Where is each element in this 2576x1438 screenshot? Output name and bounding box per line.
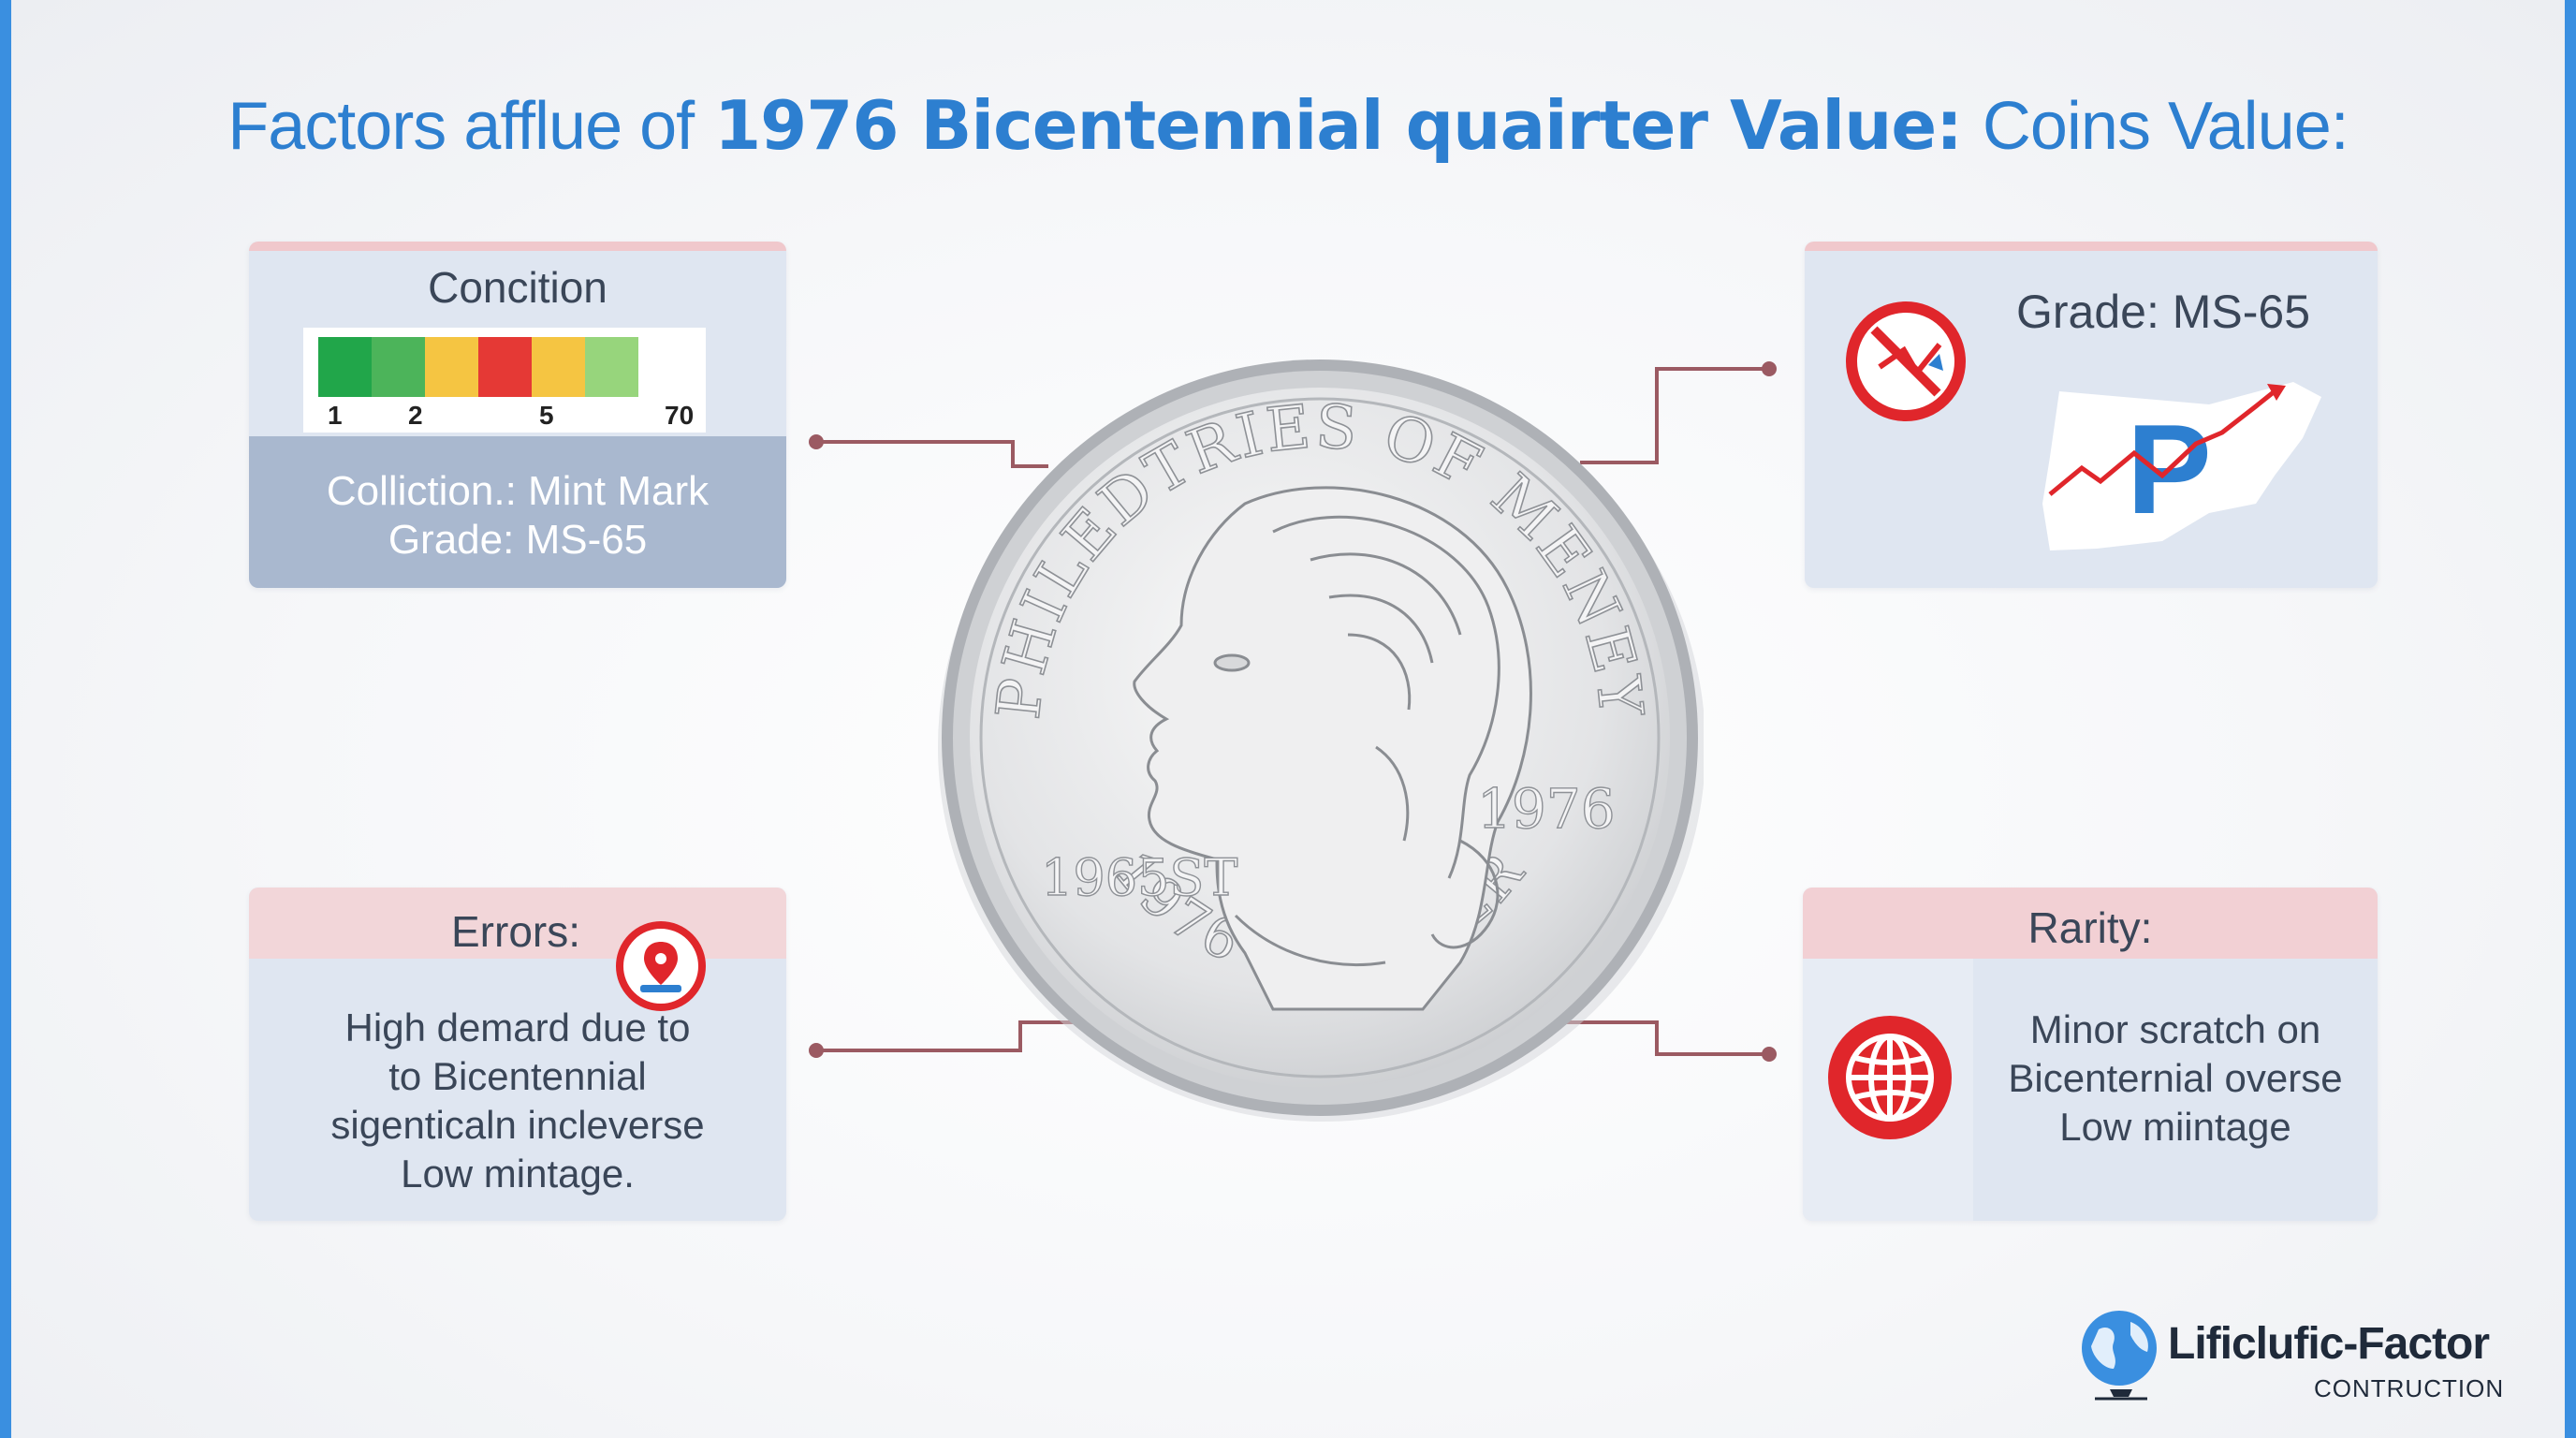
- errors-line: sigenticaln incleverse: [330, 1103, 705, 1147]
- scale-tick: 5: [539, 401, 554, 430]
- scale-segment: [532, 337, 585, 397]
- connector-dot-condition: [809, 434, 824, 449]
- condition-line-1: Colliction.: Mint Mark: [249, 468, 786, 515]
- scale-tick: 2: [408, 401, 423, 430]
- condition-line-1-b: .: Mint Mark: [493, 468, 710, 514]
- scale-segment: [425, 337, 478, 397]
- right-accent-bar: [2565, 0, 2576, 1438]
- scale-tick: 70: [665, 401, 695, 430]
- connector-rarity: [1554, 1020, 1769, 1056]
- rarity-line: Low miintage: [2059, 1105, 2291, 1149]
- location-pin-icon: [616, 921, 706, 1011]
- coin-year: 1976: [1477, 777, 1616, 841]
- brand-logo: Lificlufic-Factor CONTRUCTION: [2071, 1301, 2510, 1414]
- left-accent-bar: [0, 0, 11, 1438]
- connector-dot-grade: [1762, 361, 1777, 376]
- errors-heading: Errors:: [451, 907, 580, 956]
- rarity-heading: Rarity:: [2027, 903, 2153, 952]
- no-entry-icon: [1846, 301, 1966, 421]
- errors-line: Low mintage.: [401, 1152, 635, 1196]
- condition-card: Concition 1 2 5 70 Colliction.: Mint Mar…: [249, 242, 786, 588]
- connector-dot-rarity: [1762, 1047, 1777, 1062]
- rarity-card: Rarity: Minor scratch on Bicenternial ov…: [1803, 888, 2378, 1221]
- trend-up-arrow-icon: [2048, 389, 2276, 496]
- connector-condition: [816, 440, 1048, 468]
- scale-segment: [478, 337, 532, 397]
- price-trend-graphic: P: [2042, 382, 2321, 550]
- grade-heading: Grade: MS-65: [2016, 286, 2311, 338]
- condition-line-2: Grade: MS-65: [388, 517, 648, 563]
- connector-dot-errors: [809, 1043, 824, 1058]
- grade-card: Grade: MS-65 P: [1805, 242, 2378, 588]
- errors-card: Errors: High demard due to to Bicentenni…: [249, 888, 786, 1221]
- scale-segment: [585, 337, 638, 397]
- scale-segment: [372, 337, 425, 397]
- page-title: Factors afflue of 1976 Bicentennial quai…: [0, 86, 2576, 165]
- brand-name: Lificlufic-Factor: [2168, 1319, 2490, 1369]
- title-lead: Factors afflue of: [227, 89, 695, 164]
- title-bold: 1976 Bicentennial quairter Value:: [714, 86, 1963, 165]
- coin-left-text: 1965ST: [1041, 848, 1237, 907]
- connector-grade: [1580, 367, 1769, 464]
- condition-grade-scale: 1 2 5 70: [303, 328, 706, 433]
- condition-heading: Concition: [428, 263, 607, 312]
- scale-tick: 1: [328, 401, 343, 430]
- scale-segment: [318, 337, 372, 397]
- globe-icon: [1828, 1016, 1952, 1139]
- card-accent-strip: [1805, 242, 2378, 251]
- globe-logo-icon: [2082, 1311, 2157, 1401]
- rarity-header-band: [1803, 888, 2378, 959]
- connector-errors: [816, 1020, 1091, 1052]
- card-accent-strip: [249, 242, 786, 251]
- condition-summary: Colliction.: Mint Mark Grade: MS-65: [249, 436, 786, 588]
- condition-line-1-a: Colliction: [326, 468, 494, 514]
- bicentennial-quarter-coin: PHILEDTRIES OF MENEY 1976 QUARTER 1965ST…: [938, 360, 1704, 1122]
- errors-line: High demard due to: [344, 1005, 691, 1049]
- washington-portrait: [1133, 486, 1532, 1011]
- rarity-line: Minor scratch on: [2029, 1007, 2321, 1051]
- brand-subtitle: CONTRUCTION: [2314, 1374, 2505, 1402]
- errors-line: to Bicentennial: [388, 1054, 647, 1098]
- title-tail: Coins Value:: [1982, 89, 2349, 164]
- rarity-line: Bicenternial overse: [2008, 1056, 2343, 1100]
